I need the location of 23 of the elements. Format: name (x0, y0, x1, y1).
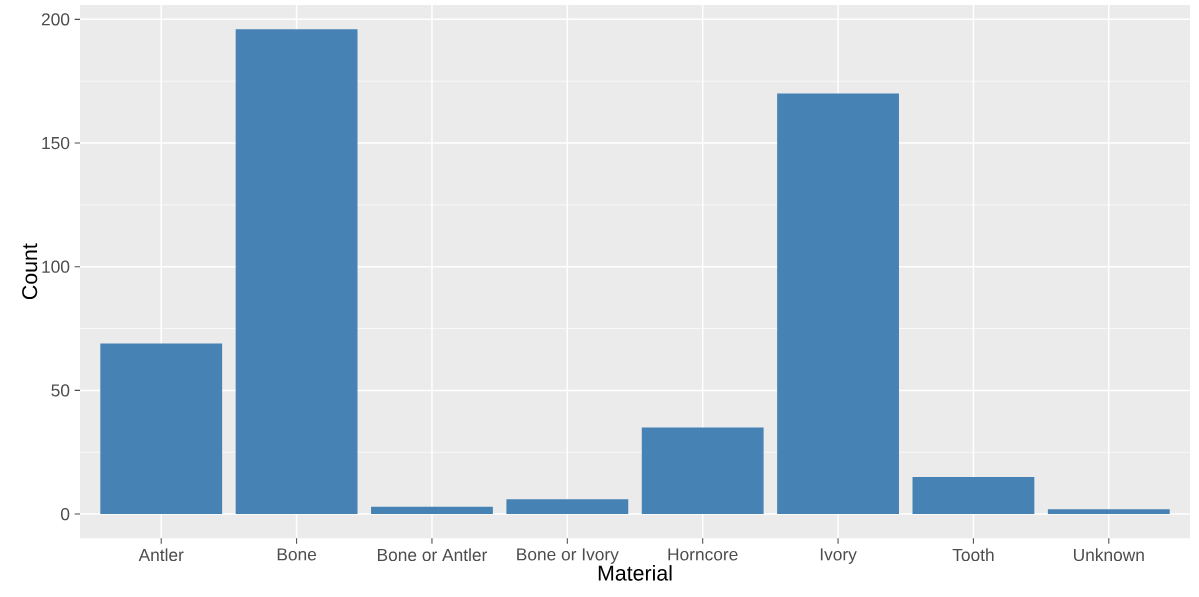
bar (912, 476, 1035, 515)
x-tick-label: Bone or Ivory (517, 548, 619, 564)
x-tick-label: Unknown (1074, 548, 1144, 562)
bar (235, 29, 358, 515)
bar (777, 93, 899, 515)
x-tick-label: Tooth (952, 548, 994, 562)
x-tick-label: Ivory (820, 548, 857, 564)
bar (371, 506, 493, 515)
bar (641, 427, 764, 515)
y-tick-label: 0 (60, 507, 70, 521)
y-tick-label: 150 (42, 136, 70, 150)
x-tick-label: Horncore (668, 548, 738, 561)
bar (100, 343, 223, 515)
bar (1047, 509, 1170, 515)
bar (506, 499, 629, 515)
y-axis-title: Count (22, 243, 38, 300)
y-tick-label: 200 (41, 13, 70, 26)
x-tick-label: Bone or Antler (377, 548, 488, 562)
y-tick-label: 100 (42, 260, 70, 273)
x-axis-title: Material (598, 565, 672, 581)
x-tick-label: Antler (138, 548, 184, 562)
y-tick-label: 50 (51, 384, 70, 397)
x-tick-label: Bone (277, 548, 317, 561)
